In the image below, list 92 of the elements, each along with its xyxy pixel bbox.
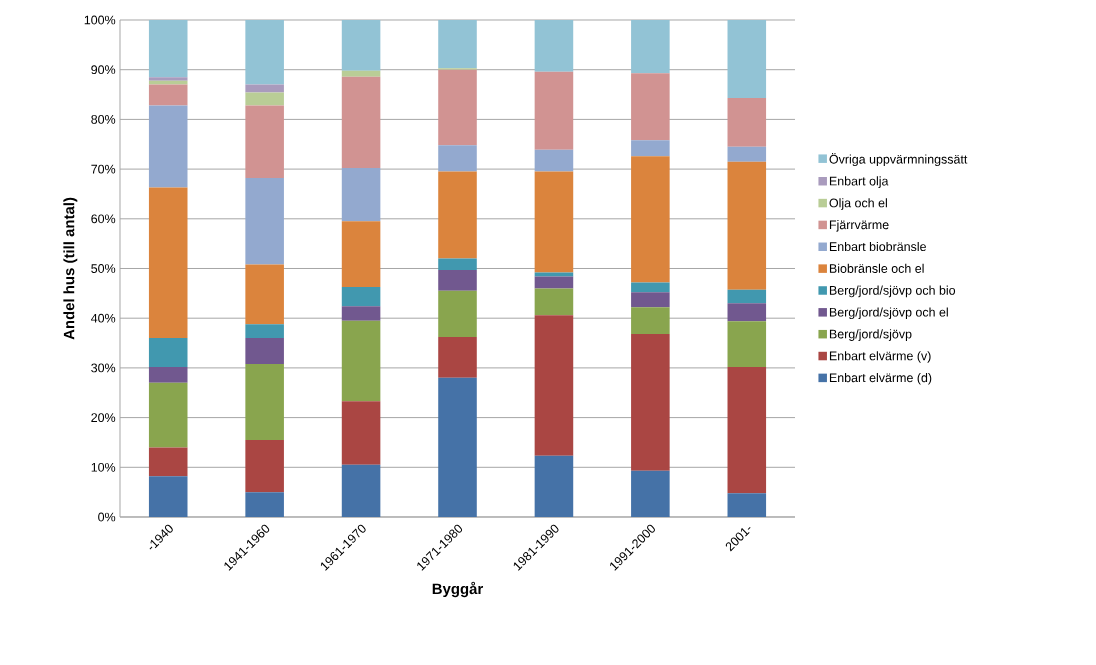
- bar: [631, 156, 670, 283]
- bar: [148, 80, 188, 85]
- legend-label: Enbart elvärme (v): [829, 351, 931, 363]
- bar: [341, 168, 381, 222]
- bar: [438, 171, 477, 259]
- bar: [148, 366, 188, 383]
- bar: [148, 84, 188, 106]
- bar: [534, 171, 574, 273]
- bar: [438, 258, 477, 270]
- legend-label: Berg/jord/sjövp och bio: [829, 285, 956, 298]
- y-tick-label: 70%: [91, 164, 116, 174]
- x-axis-title: Byggår: [432, 581, 484, 598]
- bar: [148, 105, 188, 188]
- y-tick-label: 0%: [98, 512, 116, 522]
- bar: [727, 161, 767, 290]
- bar: [727, 321, 767, 367]
- bar: [245, 19, 284, 85]
- bar: [438, 145, 477, 172]
- legend-label: Enbart biobränsle: [829, 241, 926, 252]
- bar: [438, 377, 477, 517]
- bar: [341, 70, 381, 77]
- bar: [727, 289, 767, 304]
- bar: [341, 19, 381, 71]
- bar: [245, 439, 284, 493]
- bar: [245, 84, 284, 93]
- y-tick-label: 40%: [91, 313, 116, 323]
- bar: [341, 286, 381, 307]
- bar: [245, 492, 284, 517]
- y-tick-label: 80%: [91, 114, 116, 124]
- y-tick-label: 10%: [91, 462, 116, 472]
- bar: [727, 303, 767, 322]
- y-tick-label: 30%: [91, 363, 116, 373]
- bar: [245, 338, 284, 364]
- bar: [148, 476, 188, 517]
- bar: [534, 272, 574, 277]
- y-axis-title: Andel hus (till antal): [63, 197, 78, 340]
- y-tick-label: 20%: [91, 413, 116, 423]
- y-tick-label: 90%: [91, 65, 116, 75]
- bar: [438, 290, 477, 338]
- bar: [148, 447, 188, 477]
- bar: [631, 140, 670, 157]
- legend-label: Berg/jord/sjövp och el: [829, 307, 948, 320]
- bar: [727, 146, 767, 162]
- bar: [341, 76, 381, 169]
- legend-label: Olja och el: [829, 198, 887, 210]
- legend-label: Fjärrvärme: [829, 220, 889, 232]
- y-tick-label: 60%: [91, 214, 116, 224]
- bar: [148, 19, 188, 78]
- bar: [341, 464, 381, 517]
- bar: [438, 337, 477, 378]
- bar: [245, 324, 284, 339]
- bar: [534, 455, 574, 517]
- bar: [341, 401, 381, 465]
- bar: [631, 282, 670, 293]
- bar: [534, 71, 574, 150]
- bar: [631, 470, 670, 517]
- bar: [534, 19, 574, 72]
- bar: [534, 276, 574, 289]
- bar: [148, 187, 188, 339]
- legend-label: Enbart olja: [829, 176, 889, 188]
- bar: [438, 19, 477, 69]
- bar: [245, 105, 284, 179]
- bar: [534, 315, 574, 456]
- bar: [245, 92, 284, 106]
- bar: [631, 73, 670, 141]
- bar: [631, 19, 670, 74]
- legend-label: Biobränsle och el: [829, 263, 924, 273]
- bar: [438, 69, 477, 146]
- bar: [148, 382, 188, 448]
- bar: [534, 149, 574, 172]
- bar: [631, 307, 670, 335]
- bar: [534, 288, 574, 316]
- bar: [438, 269, 477, 291]
- bar: [245, 363, 284, 440]
- bar: [148, 338, 188, 367]
- bar: [727, 366, 767, 494]
- y-tick-label: 50%: [91, 264, 116, 273]
- bar: [341, 306, 381, 321]
- bar: [341, 221, 381, 287]
- legend-label: Övriga uppvärmningssätt: [829, 153, 968, 167]
- bar: [727, 98, 767, 147]
- legend-label: Enbart elvärme (d): [829, 373, 932, 385]
- bar: [727, 493, 767, 517]
- bar: [631, 334, 670, 471]
- bar: [727, 19, 767, 99]
- bar: [245, 264, 284, 325]
- bar: [245, 178, 284, 265]
- bar: [148, 77, 188, 81]
- legend-label: Berg/jord/sjövp: [829, 329, 912, 341]
- bar: [631, 292, 670, 308]
- bar: [341, 320, 381, 402]
- y-tick-label: 100%: [84, 15, 116, 25]
